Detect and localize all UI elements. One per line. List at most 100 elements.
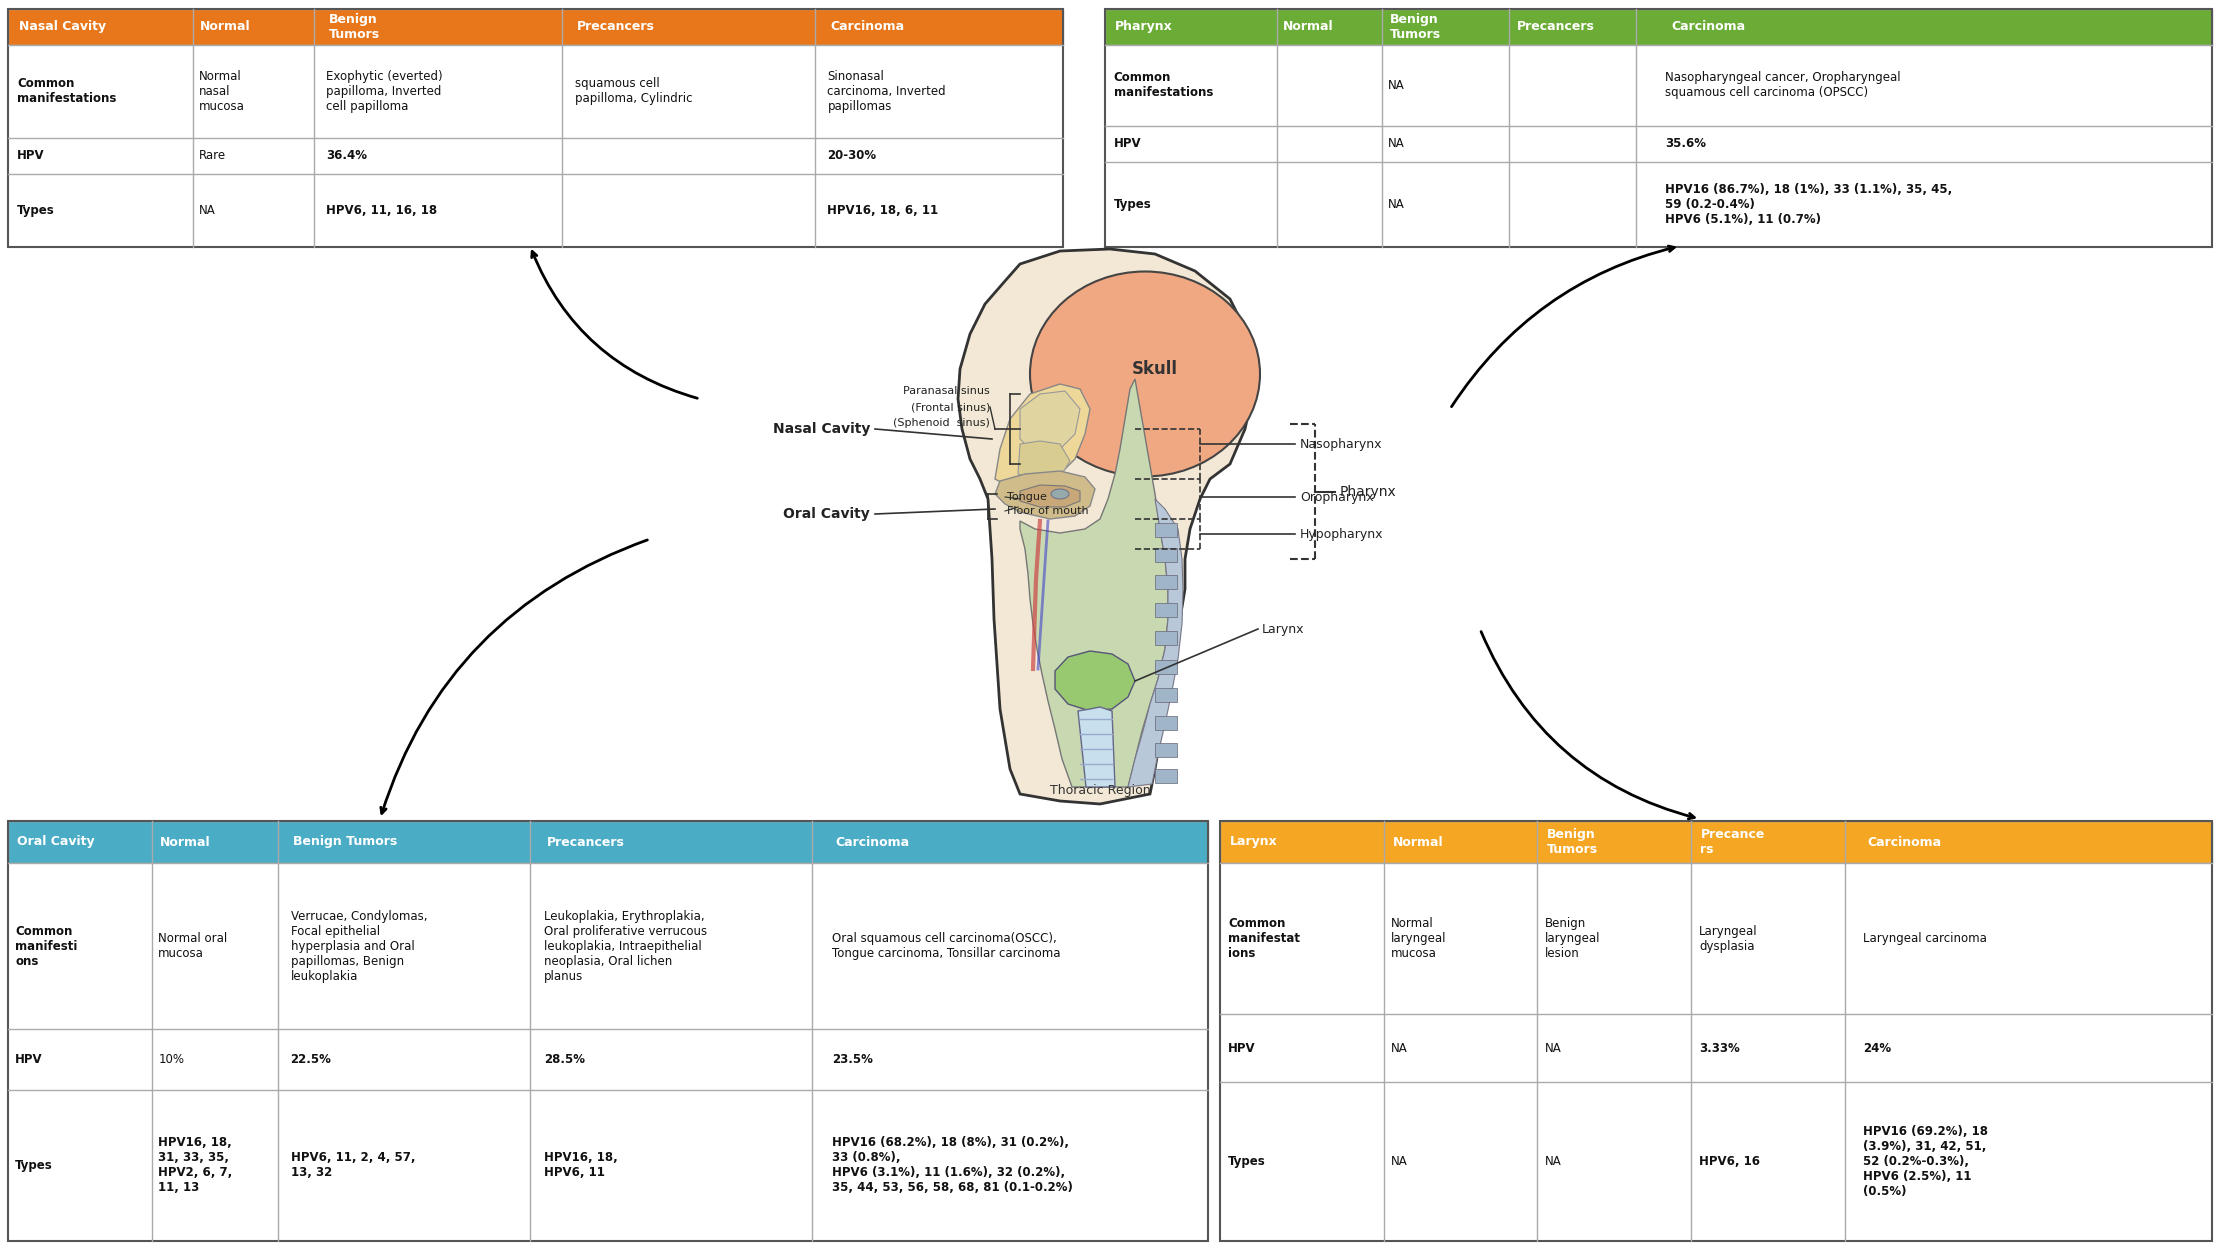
Text: Benign
Tumors: Benign Tumors [1547, 828, 1598, 856]
FancyBboxPatch shape [1154, 659, 1177, 674]
Text: Carcinoma: Carcinoma [1867, 836, 1940, 848]
Text: Exophytic (everted)
papilloma, Inverted
cell papilloma: Exophytic (everted) papilloma, Inverted … [326, 70, 444, 112]
Polygon shape [959, 249, 1254, 804]
Text: Pharynx: Pharynx [1114, 20, 1172, 34]
FancyBboxPatch shape [9, 137, 1063, 174]
Text: Types: Types [18, 204, 56, 217]
Text: HPV16, 18, 6, 11: HPV16, 18, 6, 11 [828, 204, 939, 217]
Text: Tongue: Tongue [1008, 492, 1048, 502]
Text: NA: NA [1545, 1042, 1563, 1054]
Text: Precancers: Precancers [546, 836, 624, 848]
Text: Types: Types [1228, 1155, 1265, 1168]
Text: Laryngeal carcinoma: Laryngeal carcinoma [1863, 932, 1987, 945]
Text: Nasopharynx: Nasopharynx [1301, 437, 1383, 451]
FancyBboxPatch shape [1154, 716, 1177, 729]
FancyBboxPatch shape [1154, 575, 1177, 590]
Text: 24%: 24% [1863, 1042, 1891, 1054]
Polygon shape [1054, 651, 1134, 711]
Text: Oral Cavity: Oral Cavity [784, 507, 870, 521]
Polygon shape [995, 383, 1090, 487]
Text: Rare: Rare [200, 150, 226, 162]
Text: Verrucae, Condylomas,
Focal epithelial
hyperplasia and Oral
papillomas, Benign
l: Verrucae, Condylomas, Focal epithelial h… [291, 909, 426, 983]
Text: HPV: HPV [18, 150, 44, 162]
FancyBboxPatch shape [1154, 548, 1177, 562]
Text: 10%: 10% [158, 1053, 184, 1067]
Text: Common
manifestat
ions: Common manifestat ions [1228, 917, 1301, 960]
Text: 23.5%: 23.5% [832, 1053, 872, 1067]
Text: NA: NA [1388, 79, 1405, 91]
Text: NA: NA [1388, 137, 1405, 150]
Polygon shape [1079, 707, 1114, 787]
FancyBboxPatch shape [1154, 523, 1177, 537]
Text: 22.5%: 22.5% [291, 1053, 331, 1067]
Text: Carcinoma: Carcinoma [835, 836, 910, 848]
Text: Paranasal sinus: Paranasal sinus [904, 386, 990, 396]
Text: Floor of mouth: Floor of mouth [1008, 506, 1088, 516]
Text: 28.5%: 28.5% [544, 1053, 586, 1067]
FancyBboxPatch shape [1106, 126, 2211, 162]
FancyBboxPatch shape [1221, 1014, 2211, 1082]
FancyBboxPatch shape [1154, 769, 1177, 783]
FancyBboxPatch shape [9, 821, 1208, 863]
Text: Nasopharyngeal cancer, Oropharyngeal
squamous cell carcinoma (OPSCC): Nasopharyngeal cancer, Oropharyngeal squ… [1665, 71, 1900, 99]
Text: NA: NA [1545, 1155, 1563, 1168]
Text: Benign
Tumors: Benign Tumors [329, 12, 380, 41]
Text: Nasal Cavity: Nasal Cavity [20, 20, 107, 34]
Text: Precancers: Precancers [577, 20, 655, 34]
Text: Benign
Tumors: Benign Tumors [1390, 12, 1441, 41]
Text: Normal
nasal
mucosa: Normal nasal mucosa [200, 70, 244, 112]
Text: Oral squamous cell carcinoma(OSCC),
Tongue carcinoma, Tonsillar carcinoma: Oral squamous cell carcinoma(OSCC), Tong… [832, 932, 1061, 960]
Text: squamous cell
papilloma, Cylindric: squamous cell papilloma, Cylindric [575, 77, 693, 105]
Text: Laryngeal
dysplasia: Laryngeal dysplasia [1698, 924, 1758, 953]
Text: Types: Types [1114, 199, 1152, 211]
Text: Carcinoma: Carcinoma [1672, 20, 1745, 34]
Text: 35.6%: 35.6% [1665, 137, 1707, 150]
Text: HPV6, 11, 2, 4, 57,
13, 32: HPV6, 11, 2, 4, 57, 13, 32 [291, 1152, 415, 1179]
Text: Normal oral
mucosa: Normal oral mucosa [158, 932, 229, 960]
Polygon shape [1019, 485, 1079, 507]
Text: NA: NA [200, 204, 215, 217]
FancyBboxPatch shape [1106, 9, 2211, 45]
FancyBboxPatch shape [9, 1090, 1208, 1242]
Text: HPV: HPV [1114, 137, 1141, 150]
Ellipse shape [1030, 271, 1261, 477]
Text: Benign
laryngeal
lesion: Benign laryngeal lesion [1545, 917, 1601, 960]
Text: Normal: Normal [1283, 20, 1334, 34]
Text: HPV16, 18,
31, 33, 35,
HPV2, 6, 7,
11, 13: HPV16, 18, 31, 33, 35, HPV2, 6, 7, 11, 1… [158, 1137, 233, 1194]
Text: HPV16, 18,
HPV6, 11: HPV16, 18, HPV6, 11 [544, 1152, 617, 1179]
Text: Precancers: Precancers [1516, 20, 1594, 34]
Polygon shape [1019, 391, 1079, 453]
Text: NA: NA [1392, 1042, 1407, 1054]
Text: Oropharynx: Oropharynx [1301, 491, 1374, 503]
FancyBboxPatch shape [1106, 45, 2211, 126]
Text: Thoracic Region: Thoracic Region [1050, 784, 1150, 797]
FancyBboxPatch shape [0, 254, 2220, 819]
FancyBboxPatch shape [9, 1029, 1208, 1090]
FancyBboxPatch shape [1221, 1082, 2211, 1242]
Text: 3.33%: 3.33% [1698, 1042, 1740, 1054]
Text: Common
manifesti
ons: Common manifesti ons [16, 924, 78, 968]
Text: Common
manifestations: Common manifestations [18, 77, 118, 105]
FancyBboxPatch shape [1154, 743, 1177, 757]
Text: Normal
laryngeal
mucosa: Normal laryngeal mucosa [1392, 917, 1447, 960]
Text: HPV16 (69.2%), 18
(3.9%), 31, 42, 51,
52 (0.2%-0.3%),
HPV6 (2.5%), 11
(0.5%): HPV16 (69.2%), 18 (3.9%), 31, 42, 51, 52… [1863, 1125, 1989, 1198]
Text: Oral Cavity: Oral Cavity [16, 836, 93, 848]
Text: Leukoplakia, Erythroplakia,
Oral proliferative verrucous
leukoplakia, Intraepith: Leukoplakia, Erythroplakia, Oral prolife… [544, 909, 708, 983]
Text: (Sphenoid  sinus): (Sphenoid sinus) [892, 418, 990, 428]
Polygon shape [1019, 441, 1070, 481]
Text: HPV16 (68.2%), 18 (8%), 31 (0.2%),
33 (0.8%),
HPV6 (3.1%), 11 (1.6%), 32 (0.2%),: HPV16 (68.2%), 18 (8%), 31 (0.2%), 33 (0… [832, 1137, 1072, 1194]
Text: Precance
rs: Precance rs [1701, 828, 1765, 856]
Polygon shape [995, 471, 1094, 520]
Text: Carcinoma: Carcinoma [830, 20, 904, 34]
FancyBboxPatch shape [9, 45, 1063, 137]
Text: NA: NA [1388, 199, 1405, 211]
Text: Normal: Normal [200, 20, 251, 34]
Ellipse shape [1050, 490, 1070, 500]
Text: HPV: HPV [16, 1053, 42, 1067]
FancyBboxPatch shape [9, 863, 1208, 1029]
Text: Sinonasal
carcinoma, Inverted
papillomas: Sinonasal carcinoma, Inverted papillomas [828, 70, 946, 112]
Text: HPV: HPV [1228, 1042, 1257, 1054]
Text: Benign Tumors: Benign Tumors [293, 836, 397, 848]
Text: Hypopharynx: Hypopharynx [1301, 527, 1383, 541]
FancyBboxPatch shape [1154, 631, 1177, 644]
